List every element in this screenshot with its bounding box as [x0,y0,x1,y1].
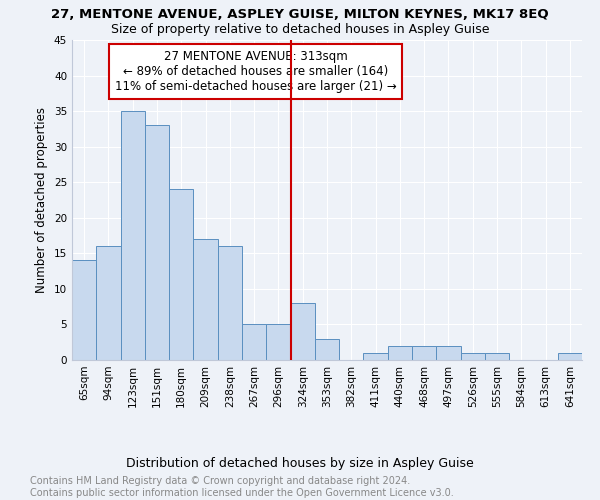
Bar [436,346,461,360]
Bar [169,190,193,360]
Bar [485,353,509,360]
Bar [461,353,485,360]
Bar [145,126,169,360]
Bar [290,303,315,360]
Bar [266,324,290,360]
Bar [96,246,121,360]
Bar [121,111,145,360]
Bar [315,338,339,360]
Bar [364,353,388,360]
Text: Contains HM Land Registry data © Crown copyright and database right 2024.
Contai: Contains HM Land Registry data © Crown c… [30,476,454,498]
Bar [193,239,218,360]
Text: 27, MENTONE AVENUE, ASPLEY GUISE, MILTON KEYNES, MK17 8EQ: 27, MENTONE AVENUE, ASPLEY GUISE, MILTON… [51,8,549,20]
Bar [412,346,436,360]
Text: 27 MENTONE AVENUE: 313sqm
← 89% of detached houses are smaller (164)
11% of semi: 27 MENTONE AVENUE: 313sqm ← 89% of detac… [115,50,397,92]
Bar [72,260,96,360]
Bar [388,346,412,360]
Bar [218,246,242,360]
Bar [242,324,266,360]
Bar [558,353,582,360]
Text: Distribution of detached houses by size in Aspley Guise: Distribution of detached houses by size … [126,458,474,470]
Y-axis label: Number of detached properties: Number of detached properties [35,107,49,293]
Text: Size of property relative to detached houses in Aspley Guise: Size of property relative to detached ho… [111,22,489,36]
